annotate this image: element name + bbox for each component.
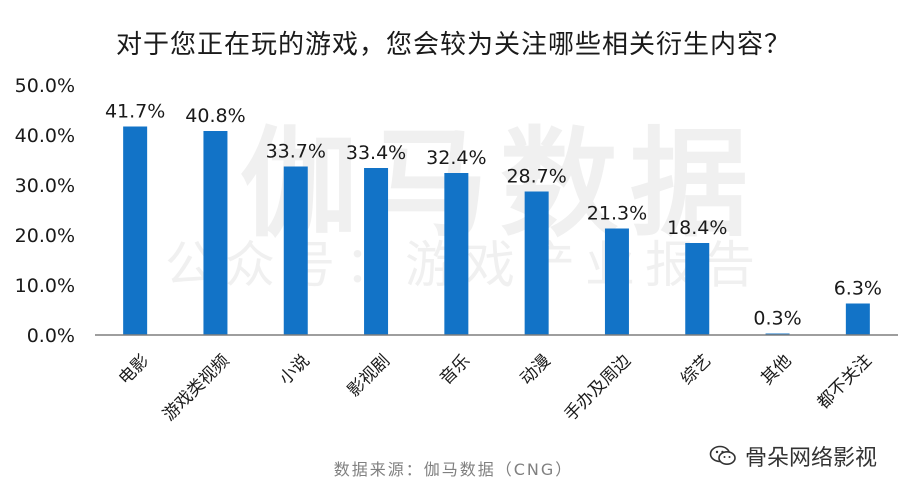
data-label: 33.4% [346,142,406,164]
bar [444,173,469,335]
bar [524,191,549,335]
data-label: 41.7% [105,101,165,123]
watermark-main-text: 伽马数据 [240,115,760,253]
y-axis: 0.0% 10.0% 20.0% 30.0% 40.0% 50.0% [15,75,75,347]
wechat-account-name: 骨朵网络影视 [744,446,877,471]
category-label: 其他 [757,351,795,389]
category-label: 电影 [115,351,153,389]
bar [203,131,228,335]
y-tick-label: 20.0% [15,225,75,247]
y-tick-label: 10.0% [15,275,75,297]
y-tick-label: 0.0% [27,325,75,347]
data-label: 0.3% [753,308,801,330]
category-label: 游戏类视频 [159,351,233,425]
bars: 41.7% 40.8% 33.7% 33.4% 32.4% 28.7% 21.3% 18.4%… [105,101,882,335]
y-tick-label: 50.0% [15,75,75,97]
data-label: 18.4% [667,217,727,239]
data-label: 33.7% [266,141,326,163]
bar [604,228,629,335]
y-tick-label: 40.0% [15,125,75,147]
wechat-icon [709,445,736,465]
bar [123,126,148,335]
category-label: 音乐 [436,351,474,389]
bar [283,166,308,335]
y-tick-label: 30.0% [15,175,75,197]
x-axis: 电影 游戏类视频 小说 影视剧 音乐 动漫 手办及周边 综艺 其他 都不关注 [95,334,898,425]
category-label: 动漫 [516,351,554,389]
source-note: 数据来源：伽马数据（CNG） [333,460,574,479]
wechat-account: 骨朵网络影视 [709,440,877,472]
category-label: 小说 [276,351,314,389]
bar [685,243,710,335]
data-label: 40.8% [185,105,245,127]
bar [364,168,389,335]
data-label: 32.4% [426,147,486,169]
data-label: 21.3% [587,203,647,225]
category-label: 综艺 [677,351,715,389]
data-label: 28.7% [506,166,566,188]
category-label: 影视剧 [344,351,394,401]
category-label: 手办及周边 [561,351,635,425]
data-label: 6.3% [834,278,882,300]
chart-title: 对于您正在玩的游戏，您会较为关注哪些相关衍生内容？ [115,30,791,60]
bar [845,303,870,335]
category-label: 都不关注 [814,351,876,413]
